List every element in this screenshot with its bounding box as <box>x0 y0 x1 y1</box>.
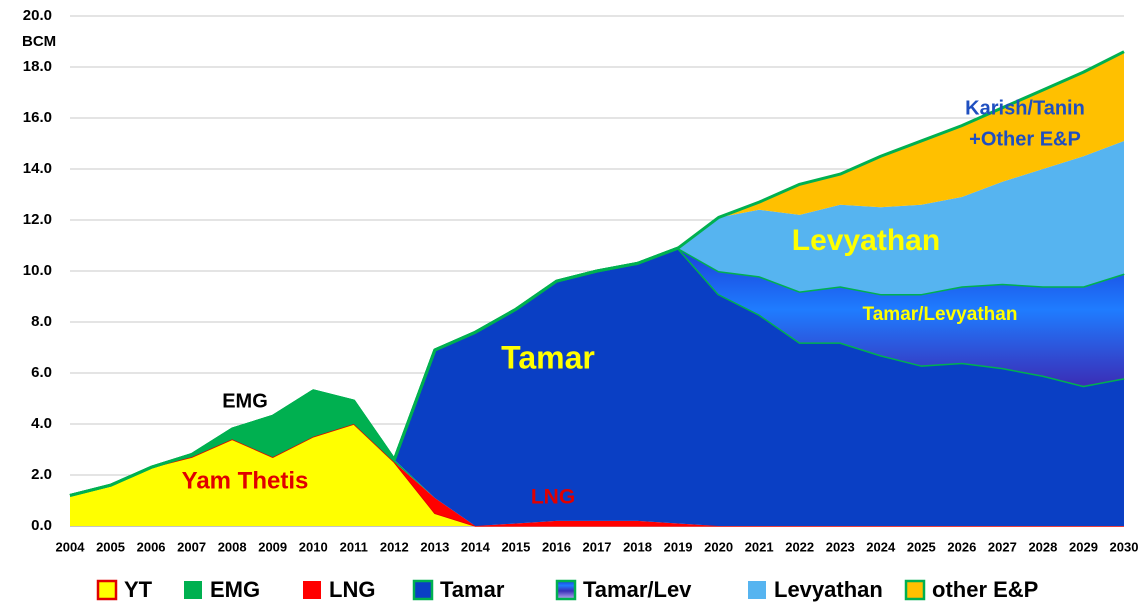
x-tick-label: 2030 <box>1110 539 1139 554</box>
x-tick-label: 2013 <box>420 539 449 554</box>
x-tick-label: 2017 <box>583 539 612 554</box>
x-tick-label: 2019 <box>664 539 693 554</box>
y-tick-label: 2.0 <box>31 466 52 483</box>
y-tick-label: 8.0 <box>31 313 52 330</box>
y-tick-label: 20.0 <box>23 7 52 24</box>
x-tick-label: 2004 <box>56 539 86 554</box>
y-tick-label: 10.0 <box>23 262 52 279</box>
annotation: EMG <box>222 390 268 412</box>
y-tick-label: 12.0 <box>23 211 52 228</box>
area <box>70 390 1124 526</box>
legend-swatch <box>96 579 118 601</box>
y-tick-label: 0.0 <box>31 517 52 534</box>
legend-label: Levyathan <box>774 577 883 602</box>
area <box>70 424 1124 526</box>
annotation: +Other E&P <box>969 128 1081 150</box>
x-tick-label: 2011 <box>340 539 368 554</box>
x-tick-label: 2023 <box>826 539 855 554</box>
legend-label: Tamar/Lev <box>583 577 692 602</box>
area <box>70 140 1124 496</box>
legend-label: other E&P <box>932 577 1038 602</box>
annotation: Tamar/Levyathan <box>863 304 1018 325</box>
x-tick-label: 2027 <box>988 539 1017 554</box>
x-tick-label: 2006 <box>137 539 166 554</box>
x-tick-label: 2020 <box>704 539 733 554</box>
x-tick-label: 2028 <box>1028 539 1057 554</box>
annotation: Yam Thetis <box>182 467 309 494</box>
y-tick-label: 6.0 <box>31 364 52 381</box>
x-tick-label: 2022 <box>785 539 814 554</box>
x-tick-label: 2025 <box>907 539 936 554</box>
x-tick-label: 2016 <box>542 539 571 554</box>
x-tick-label: 2018 <box>623 539 652 554</box>
annotation: Karish/Tanin <box>965 97 1085 119</box>
y-tick-label: 4.0 <box>31 415 52 432</box>
y-tick-label: 14.0 <box>23 160 52 177</box>
x-tick-label: 2012 <box>380 539 409 554</box>
x-tick-label: 2009 <box>258 539 287 554</box>
y-tick-label: 16.0 <box>23 109 52 126</box>
x-tick-label: 2005 <box>96 539 125 554</box>
legend-label: Tamar <box>440 577 505 602</box>
area-edge <box>69 50 1125 497</box>
legend-label: LNG <box>329 577 375 602</box>
legend-swatch <box>748 581 766 599</box>
legend-swatch <box>904 579 926 601</box>
x-tick-label: 2008 <box>218 539 247 554</box>
x-tick-label: 2024 <box>866 539 896 554</box>
x-tick-label: 2007 <box>177 539 206 554</box>
legend-label: YT <box>124 577 153 602</box>
x-tick-label: 2029 <box>1069 539 1098 554</box>
legend-swatch <box>555 579 577 601</box>
x-tick-label: 2010 <box>299 539 328 554</box>
y-axis-label: BCM <box>22 33 56 50</box>
legend-swatch <box>184 581 202 599</box>
legend-swatch <box>412 579 434 601</box>
annotation: LNG <box>531 486 575 509</box>
x-tick-label: 2021 <box>745 539 774 554</box>
legend-swatch <box>303 581 321 599</box>
area <box>70 248 1124 496</box>
x-tick-label: 2026 <box>947 539 976 554</box>
x-tick-label: 2014 <box>461 539 491 554</box>
legend-label: EMG <box>210 577 260 602</box>
area <box>70 248 1124 527</box>
annotation: Levyathan <box>792 224 940 257</box>
annotation: Tamar <box>501 339 595 375</box>
y-tick-label: 18.0 <box>23 58 52 75</box>
x-tick-label: 2015 <box>501 539 530 554</box>
